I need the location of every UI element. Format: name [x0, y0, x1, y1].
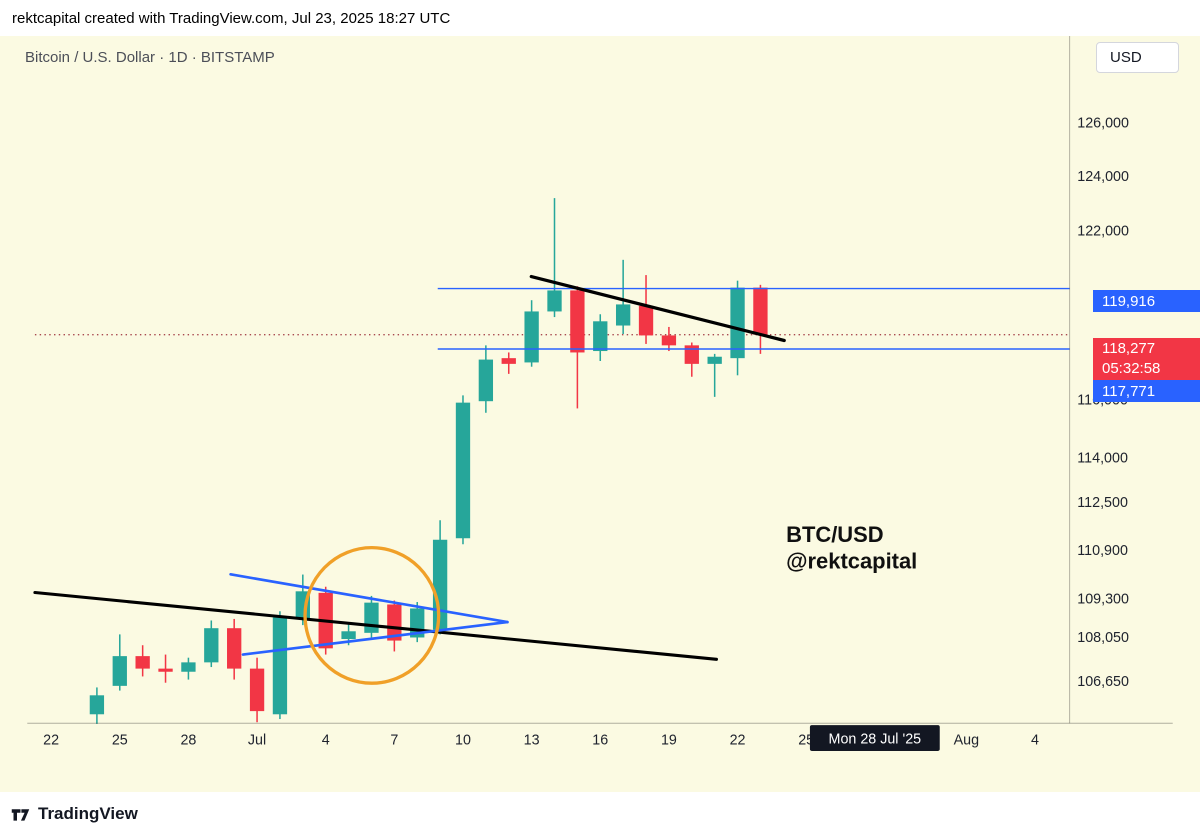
last-price-badge: 118,277 05:32:58 [1093, 338, 1200, 380]
candle-body-jul-6 [364, 602, 379, 633]
price-tick-label: 124,000 [1077, 169, 1129, 185]
candle-body-jul-14 [547, 290, 562, 312]
crosshair-date-badge [809, 725, 940, 751]
symbol-title[interactable]: Bitcoin / U.S. Dollar · 1D · BITSTAMP [25, 49, 275, 66]
candle-body-jun-24 [89, 695, 105, 715]
resistance-price-value: 119,916 [1102, 292, 1156, 310]
pennant-lower-line[interactable] [241, 620, 509, 656]
time-tick-label: 4 [1031, 732, 1039, 748]
time-tick-label: Jul [248, 732, 266, 748]
price-tick-label: 114,000 [1077, 451, 1128, 467]
candle-body-jun-29 [204, 628, 219, 663]
attribution-bar: rektcapital created with TradingView.com… [0, 0, 1200, 36]
time-tick-label: 7 [390, 732, 398, 748]
support-price-value: 117,771 [1102, 382, 1156, 400]
candle-body-jun-28 [181, 662, 196, 672]
time-tick-label: Aug [954, 732, 979, 748]
candle-body-jul-16 [593, 321, 608, 352]
time-tick-label: 22 [730, 732, 746, 748]
candle-body-jul-17 [615, 304, 631, 326]
currency-button-label: USD [1110, 49, 1142, 66]
candle-body-jul-23 [753, 287, 768, 335]
last-price-value: 118,277 [1102, 340, 1156, 357]
candle-body-jun-25 [112, 656, 127, 686]
pennant-upper-line[interactable] [229, 573, 509, 624]
candle-body-jun-27 [158, 668, 173, 672]
time-tick-label: 4 [322, 732, 330, 748]
price-tick-label: 106,650 [1077, 674, 1129, 690]
price-tick-label: 110,900 [1077, 543, 1128, 559]
support-price-badge: 117,771 [1093, 380, 1200, 402]
candle-body-jul-21 [707, 356, 722, 364]
time-tick-label: 19 [661, 732, 677, 748]
candle-body-jul-12 [501, 358, 516, 364]
price-tick-label: 122,000 [1077, 224, 1129, 240]
candle-body-jul-19 [661, 335, 677, 346]
candle-body-jul-2 [272, 617, 288, 715]
candle-body-jun-26 [135, 656, 150, 669]
local-downtrend-line[interactable] [529, 274, 786, 343]
candle-body-jul-15 [570, 290, 585, 353]
candle-body-jul-7 [387, 604, 402, 641]
footer-bar: TradingView [0, 792, 1200, 836]
tradingview-logo-icon[interactable] [10, 804, 31, 825]
chart-plot-svg: BTC/USD@rektcapital 126,000 124,000 122,000… [27, 36, 1173, 751]
attribution-text: rektcapital created with TradingView.com… [12, 9, 451, 27]
consolidation-circle[interactable] [303, 545, 441, 685]
candle-body-jul-18 [638, 305, 654, 336]
price-tick-label: 112,500 [1077, 495, 1128, 511]
candle-countdown: 05:32:58 [1102, 360, 1161, 377]
watermark-text: BTC/USD [786, 522, 884, 547]
currency-button[interactable]: USD [1096, 42, 1179, 73]
candle-body-jul-11 [478, 359, 494, 402]
price-tick-label: 108,050 [1077, 630, 1129, 646]
candle-body-jul-10 [455, 402, 471, 539]
crosshair-date-label: Mon 28 Jul '25 [829, 731, 922, 747]
tradingview-brand[interactable]: TradingView [38, 804, 138, 823]
price-tick-label: 126,000 [1077, 116, 1129, 132]
price-tick-label: 109,300 [1077, 592, 1129, 608]
chart-canvas[interactable]: BTC/USD @rektcapital 126,000 124,000 122,000… [0, 36, 1200, 792]
time-tick-label: 10 [455, 732, 471, 748]
candlestick-series [89, 198, 768, 724]
candle-body-jul-13 [524, 311, 539, 363]
time-tick-label: 13 [524, 732, 540, 748]
macro-downtrend-line[interactable] [33, 590, 718, 661]
candle-body-jul-5 [341, 631, 356, 640]
candle-body-jun-30 [227, 628, 242, 669]
resistance-price-badge: 119,916 [1093, 290, 1200, 312]
time-tick-label: 25 [112, 732, 128, 748]
candle-body-jul-22 [730, 287, 745, 359]
candle-body-jul-1 [249, 668, 265, 712]
time-tick-label: 16 [592, 732, 608, 748]
time-tick-label: 22 [43, 732, 59, 748]
candle-body-jul-20 [684, 345, 699, 364]
watermark-text: @rektcapital [786, 549, 917, 574]
candle-body-jul-9 [432, 539, 448, 630]
time-tick-label: 28 [180, 732, 196, 748]
